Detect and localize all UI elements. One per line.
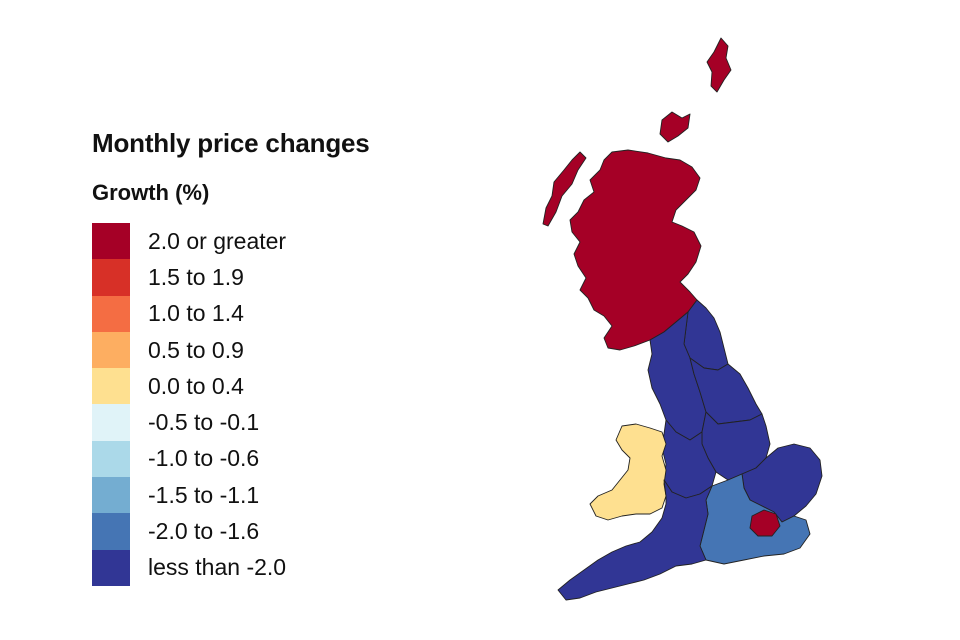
legend-label: -1.5 to -1.1 — [148, 481, 260, 508]
legend-item: 0.5 to 0.9 — [92, 331, 286, 369]
legend-item: 1.0 to 1.4 — [92, 295, 286, 332]
legend-swatch — [92, 440, 130, 478]
region-south-west — [557, 479, 713, 601]
legend-swatch — [92, 404, 130, 441]
region-london — [749, 509, 781, 537]
legend-swatch — [92, 549, 130, 586]
legend-item: -2.0 to -1.6 — [92, 513, 286, 550]
legend-label: 2.0 or greater — [148, 227, 287, 254]
legend-label: -2.0 to -1.6 — [148, 518, 260, 545]
legend-label: less than -2.0 — [148, 554, 287, 581]
legend-item: 0.0 to 0.4 — [92, 368, 286, 405]
legend-item: 2.0 or greater — [92, 223, 287, 260]
legend-title: Monthly price changes — [92, 128, 370, 158]
legend-label: 1.5 to 1.9 — [148, 263, 244, 290]
legend-swatch — [92, 223, 130, 260]
legend-swatch — [92, 259, 130, 296]
legend: 2.0 or greater 1.5 to 1.9 1.0 to 1.4 0.5… — [92, 223, 286, 586]
legend-item: 1.5 to 1.9 — [92, 259, 286, 296]
legend-label: -1.0 to -0.6 — [148, 445, 260, 472]
legend-subtitle: Growth (%) — [92, 180, 210, 205]
legend-item: -0.5 to -0.1 — [92, 404, 286, 441]
legend-label: 1.0 to 1.4 — [148, 300, 244, 327]
region-scotland-orkney — [659, 111, 691, 143]
legend-label: 0.0 to 0.4 — [148, 372, 244, 399]
legend-label: 0.5 to 0.9 — [148, 336, 244, 363]
region-wales — [589, 423, 667, 521]
legend-swatch — [92, 368, 130, 405]
legend-swatch — [92, 513, 130, 550]
region-scotland-shetland — [706, 37, 732, 93]
legend-swatch — [92, 331, 130, 369]
legend-swatch — [92, 477, 130, 514]
legend-item: -1.0 to -0.6 — [92, 440, 286, 478]
legend-swatch — [92, 295, 130, 332]
legend-label: -0.5 to -0.1 — [148, 409, 260, 436]
region-scotland-hebrides — [542, 151, 587, 227]
legend-item: less than -2.0 — [92, 549, 287, 586]
legend-item: -1.5 to -1.1 — [92, 477, 286, 514]
